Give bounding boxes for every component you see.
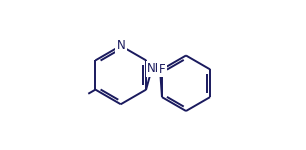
- Text: NH: NH: [147, 63, 164, 75]
- Text: N: N: [116, 39, 125, 52]
- Text: F: F: [159, 63, 165, 76]
